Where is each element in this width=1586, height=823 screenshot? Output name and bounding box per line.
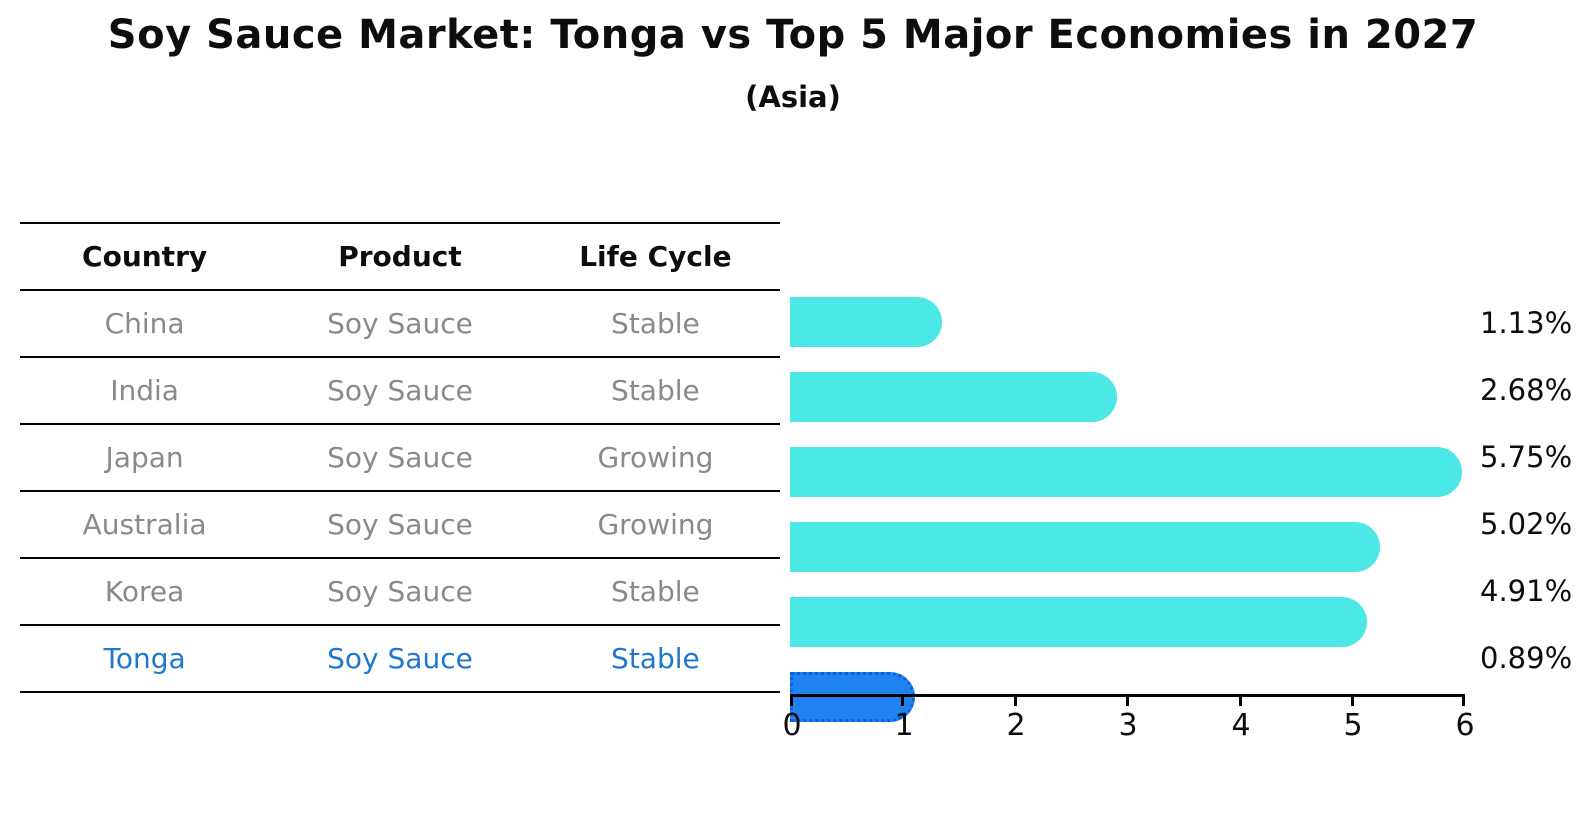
table-row: Korea Soy Sauce Stable	[20, 559, 780, 626]
cell-country: Japan	[105, 441, 184, 474]
bar-tonga-highlighted	[790, 672, 916, 722]
x-axis: 0 1 2 3 4 5 6	[782, 694, 1475, 744]
bar-row	[790, 447, 1500, 514]
cell-product: Soy Sauce	[327, 374, 473, 407]
bar-row	[790, 372, 1500, 439]
country-table: Country Product Life Cycle China Soy Sau…	[20, 222, 780, 693]
value-label: 0.89%	[1480, 640, 1573, 675]
column-header-life-cycle: Life Cycle	[579, 240, 732, 273]
table-header-row: Country Product Life Cycle	[20, 224, 780, 291]
value-label: 5.75%	[1480, 439, 1573, 474]
cell-country: Korea	[104, 575, 185, 608]
cell-product: Soy Sauce	[327, 575, 473, 608]
chart-subtitle: (Asia)	[745, 80, 841, 114]
chart-title: Soy Sauce Market: Tonga vs Top 5 Major E…	[107, 12, 1479, 58]
value-label: 5.02%	[1480, 506, 1573, 541]
cell-product: Soy Sauce	[327, 441, 473, 474]
bar-china	[790, 297, 943, 347]
x-axis-spine	[790, 694, 1465, 697]
cell-life-cycle: Stable	[611, 307, 700, 340]
cell-life-cycle: Stable	[611, 374, 700, 407]
cell-country: Tonga	[103, 642, 186, 675]
cell-country: China	[104, 307, 185, 340]
bar-india	[790, 372, 1117, 422]
x-tick-label: 4	[1231, 708, 1251, 743]
cell-life-cycle: Stable	[611, 575, 700, 608]
table-row: Australia Soy Sauce Growing	[20, 492, 780, 559]
value-label: 4.91%	[1480, 573, 1573, 608]
cell-product: Soy Sauce	[327, 508, 473, 541]
x-axis-tick	[1462, 697, 1465, 706]
cell-product: Soy Sauce	[327, 307, 473, 340]
x-tick-label: 5	[1343, 708, 1363, 743]
x-axis-tick	[1351, 697, 1354, 706]
bar-row	[790, 522, 1500, 589]
column-header-product: Product	[338, 240, 462, 273]
x-axis-tick	[901, 697, 904, 706]
bar-japan	[790, 447, 1462, 497]
value-label: 1.13%	[1480, 305, 1573, 340]
value-label-column: 1.13% 2.68% 5.75% 5.02% 4.91% 0.89%	[1480, 289, 1580, 691]
x-tick-label: 1	[894, 708, 914, 743]
x-tick-label: 0	[782, 708, 802, 743]
bar-row	[790, 297, 1500, 364]
value-label: 2.68%	[1480, 372, 1573, 407]
table-row-highlighted: Tonga Soy Sauce Stable	[20, 626, 780, 693]
cell-country: India	[110, 374, 179, 407]
x-axis-tick	[1239, 697, 1242, 706]
bar-row	[790, 672, 1500, 739]
bar-australia	[790, 522, 1380, 572]
x-tick-label: 3	[1118, 708, 1138, 743]
table-row: India Soy Sauce Stable	[20, 358, 780, 425]
table-row: Japan Soy Sauce Growing	[20, 425, 780, 492]
cell-country: Australia	[82, 508, 207, 541]
table-row: China Soy Sauce Stable	[20, 291, 780, 358]
bar-row	[790, 597, 1500, 664]
x-axis-tick	[1014, 697, 1017, 706]
x-axis-tick	[790, 697, 793, 706]
bar-plot-area	[790, 289, 1500, 739]
cell-life-cycle: Growing	[597, 441, 714, 474]
cell-life-cycle: Stable	[611, 642, 700, 675]
bar-korea	[790, 597, 1368, 647]
cell-life-cycle: Growing	[597, 508, 714, 541]
x-tick-label: 2	[1006, 708, 1026, 743]
x-axis-tick	[1126, 697, 1129, 706]
cell-product: Soy Sauce	[327, 642, 473, 675]
x-tick-label: 6	[1455, 708, 1475, 743]
column-header-country: Country	[82, 240, 208, 273]
